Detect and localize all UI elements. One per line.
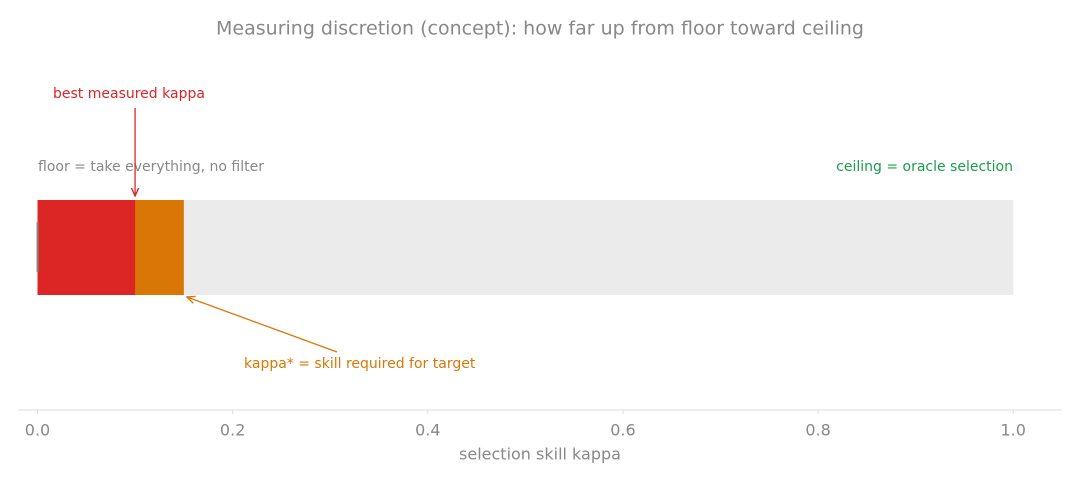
annotation: kappa* = skill required for target (244, 356, 476, 372)
x-tick-label: 0.8 (805, 421, 830, 440)
bar (37, 200, 1014, 295)
x-tick-label: 1.0 (1000, 421, 1025, 440)
chart-title: Measuring discretion (concept): how far … (216, 18, 864, 40)
x-tick-label: 0.6 (610, 421, 635, 440)
x-tick-label: 0.2 (220, 421, 245, 440)
x-axis-label: selection skill kappa (459, 445, 621, 464)
x-tick-label: 0.0 (25, 421, 50, 440)
arrow (187, 297, 338, 353)
annotation: best measured kappa (53, 86, 205, 102)
annotation: ceiling = oracle selection (836, 159, 1013, 175)
annotation: floor = take everything, no filter (38, 159, 264, 175)
x-tick-label: 0.4 (415, 421, 440, 440)
bar (37, 200, 136, 295)
